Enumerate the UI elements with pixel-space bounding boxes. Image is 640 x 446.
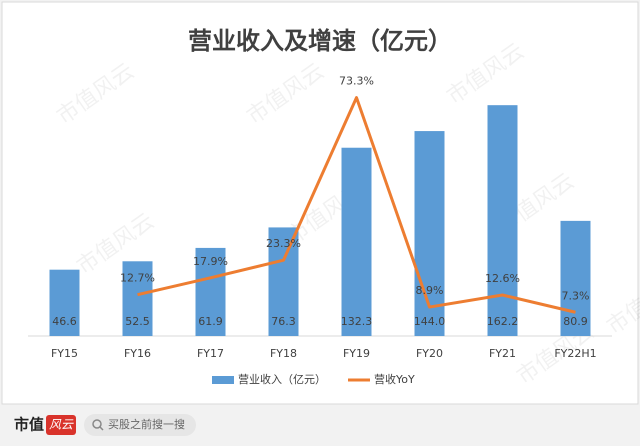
legend-label: 营收YoY — [374, 372, 415, 386]
data-label: 17.9% — [193, 255, 228, 268]
data-label: 61.9 — [198, 315, 223, 328]
x-tick-label: FY16 — [124, 347, 151, 360]
x-tick-label: FY15 — [51, 347, 78, 360]
x-tick-label: FY17 — [197, 347, 224, 360]
bar — [487, 105, 518, 336]
data-label: 162.2 — [487, 315, 519, 328]
data-label: 12.6% — [485, 272, 520, 285]
data-label: 144.0 — [414, 315, 446, 328]
data-label: 23.3% — [266, 237, 301, 250]
x-tick-label: FY19 — [343, 347, 370, 360]
bar — [49, 269, 80, 336]
data-label: 76.3 — [271, 315, 296, 328]
x-tick-label: FY20 — [416, 347, 443, 360]
bar — [414, 131, 445, 336]
search-text: 买股之前搜一搜 — [108, 417, 185, 431]
data-label: 46.6 — [52, 315, 77, 328]
data-label: 80.9 — [563, 315, 588, 328]
x-tick-label: FY21 — [489, 347, 516, 360]
data-label: 73.3% — [339, 75, 374, 88]
bar — [341, 147, 372, 336]
chart-area — [1, 1, 639, 405]
legend-label: 营业收入（亿元） — [238, 372, 326, 386]
bar — [122, 261, 153, 336]
data-label: 7.3% — [562, 289, 590, 302]
footer-stamp-bg — [46, 415, 76, 435]
data-label: 52.5 — [125, 315, 150, 328]
x-tick-label: FY18 — [270, 347, 297, 360]
search-box[interactable] — [84, 414, 196, 436]
footer-brand: 市值 — [14, 416, 44, 434]
chart-title: 营业收入及增速（亿元） — [188, 27, 452, 55]
bar — [195, 247, 226, 336]
footer-stamp: 风云 — [49, 418, 74, 432]
data-label: 8.9% — [416, 284, 444, 297]
data-label: 12.7% — [120, 272, 155, 285]
data-label: 132.3 — [341, 315, 373, 328]
legend-swatch — [212, 376, 234, 384]
bar — [268, 227, 299, 336]
search-icon-handle — [99, 426, 104, 431]
bar — [560, 220, 591, 336]
x-tick-label: FY22H1 — [554, 347, 596, 360]
line — [137, 96, 576, 314]
search-icon — [92, 419, 102, 429]
